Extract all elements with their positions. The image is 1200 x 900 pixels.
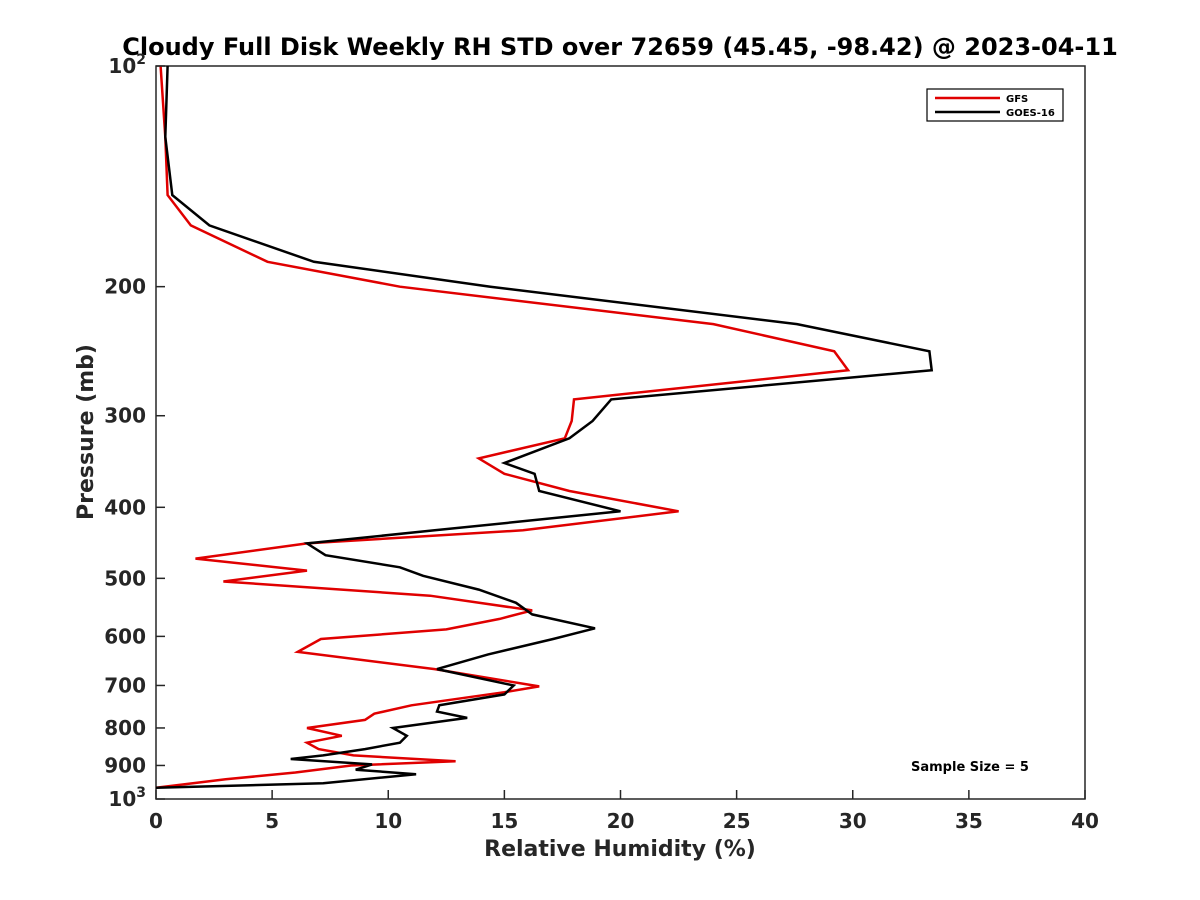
series-line-goes16 [155,65,934,789]
x-tick-label: 30 [839,809,867,833]
x-axis-ticks: 0 5 10 15 20 25 30 35 40 [149,790,1099,833]
x-tick-label: 20 [607,809,635,833]
y-axis-label: Pressure (mb) [74,344,99,520]
x-tick-label: 0 [149,809,163,833]
sample-size-annotation: Sample Size = 5 [911,760,1029,775]
chart-title: Cloudy Full Disk Weekly RH STD over 7265… [122,33,1118,61]
x-tick-label: 15 [490,809,518,833]
y-tick-label: 700 [104,673,146,697]
legend-box [926,88,1064,122]
y-tick-label: 600 [104,624,146,648]
legend-label-goes16: GOES-16 [1006,108,1055,119]
y-tick-label: 102 [108,52,146,78]
series-line-gfs [155,65,851,789]
y-axis-ticks: 102 200 300 400 500 600 700 800 900 103 [104,52,165,811]
x-tick-label: 5 [265,809,279,833]
legend: GFS GOES-16 [926,88,1064,122]
x-tick-label: 35 [955,809,983,833]
y-tick-label: 800 [104,716,146,740]
x-tick-label: 10 [374,809,402,833]
x-tick-label: 40 [1071,809,1099,833]
y-tick-label: 300 [104,404,146,428]
plot-frame [155,65,1086,800]
x-tick-label: 25 [723,809,751,833]
y-tick-label: 103 [108,785,146,811]
legend-label-gfs: GFS [1006,94,1028,105]
x-axis-label: Relative Humidity (%) [484,837,756,862]
y-tick-label: 900 [104,753,146,777]
y-tick-label: 500 [104,566,146,590]
y-tick-label: 200 [104,275,146,299]
y-tick-label: 400 [104,495,146,519]
series-layer [155,65,934,789]
